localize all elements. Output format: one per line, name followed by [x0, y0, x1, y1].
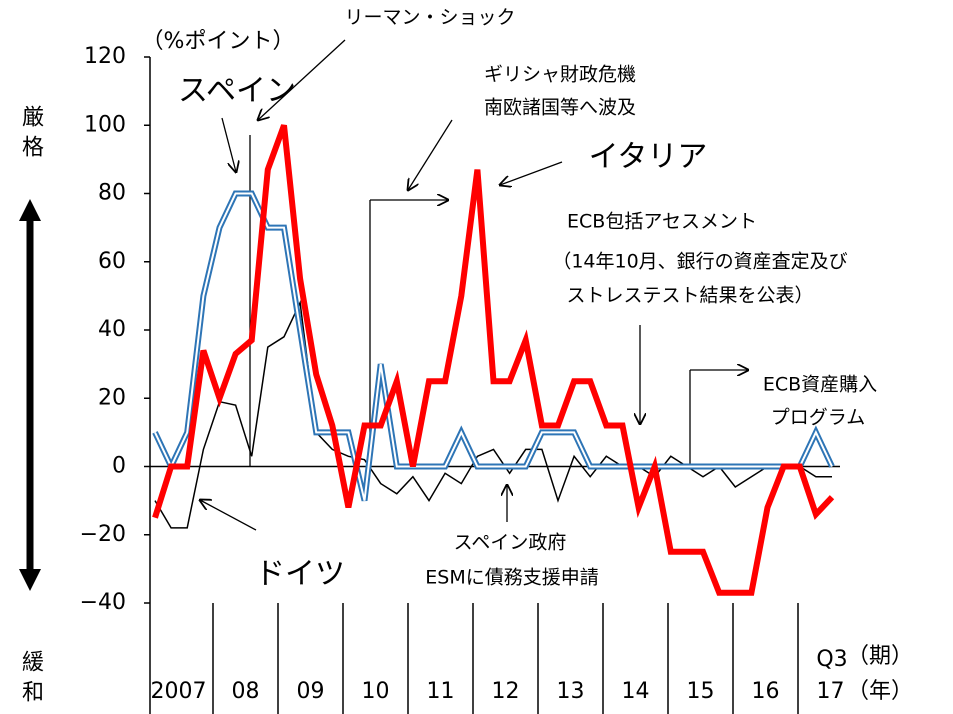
x-year-label: 10: [362, 679, 390, 704]
annotation: ストレステスト結果を公表）: [566, 285, 813, 307]
y-tick-label: 80: [98, 181, 126, 206]
annotation: リーマン・ショック: [344, 7, 515, 29]
x-unit-label: （期）: [847, 644, 913, 669]
y-tick-label: 40: [98, 317, 126, 342]
x-year-label: 09: [297, 679, 325, 704]
x-year-label: 17: [817, 679, 845, 704]
y-tick-label: 100: [84, 112, 126, 137]
x-year-label: 11: [427, 679, 455, 704]
annotation: ギリシャ財政危機: [484, 64, 636, 86]
annotation: ECB資産購入: [763, 374, 877, 396]
annotation: ECB包括アセスメント: [567, 211, 757, 233]
y-tick-label: −20: [80, 522, 126, 547]
x-year-label: 14: [622, 679, 650, 704]
y-tick-label: 0: [112, 454, 126, 479]
series-label: ドイツ: [255, 557, 345, 592]
series-line-inner: [154, 192, 833, 501]
x-tick-label: Q3: [816, 647, 847, 672]
x-year-label: 15: [687, 679, 715, 704]
x-year-label: 2007: [151, 679, 207, 704]
x-year-label: 12: [492, 679, 520, 704]
x-unit-label: （年）: [847, 679, 913, 704]
x-year-label: 13: [557, 679, 585, 704]
y-tick-label: 20: [98, 385, 126, 410]
annotation: （14年10月、銀行の資産査定及び: [552, 251, 847, 273]
series-label: イタリア: [589, 140, 708, 175]
direction-label: 緩和: [18, 650, 44, 710]
y-tick-label: −40: [80, 590, 126, 615]
series-line: [152, 124, 835, 596]
x-year-label: 08: [232, 679, 260, 704]
annotation: ESMに債務支援申請: [425, 567, 598, 589]
direction-label: 厳格: [18, 105, 44, 165]
x-year-label: 16: [752, 679, 780, 704]
series-line: [154, 300, 832, 529]
y-tick-label: 60: [98, 249, 126, 274]
annotation: スペイン政府: [454, 532, 567, 554]
y-axis-label: （%ポイント）: [142, 29, 295, 54]
y-tick-label: 120: [84, 44, 126, 69]
annotation: 南欧諸国等へ波及: [484, 97, 636, 119]
series-label: スペイン: [178, 74, 296, 109]
annotation: プログラム: [771, 407, 865, 429]
